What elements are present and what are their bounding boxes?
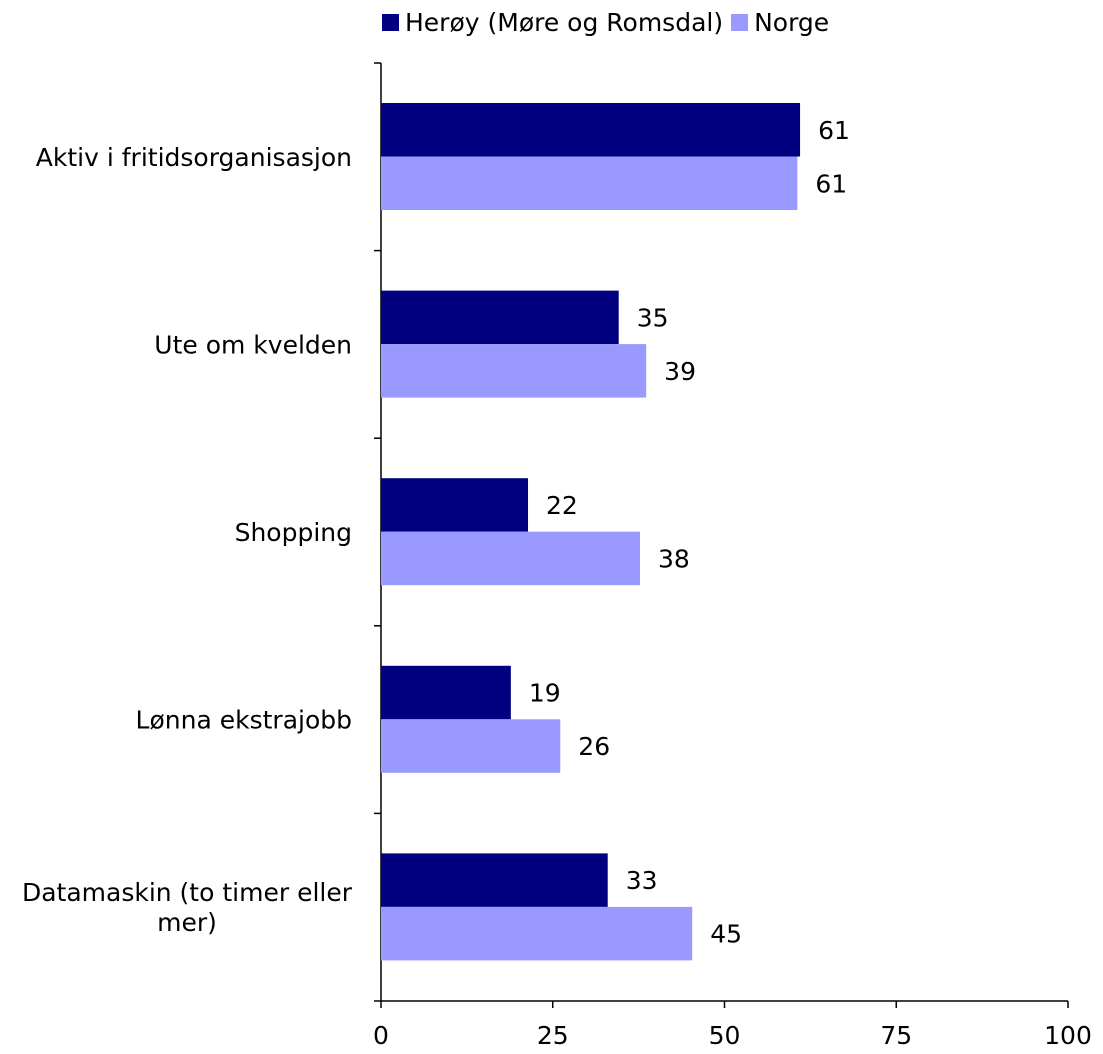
bar-heroy (381, 853, 608, 907)
category-label: Aktiv i fritidsorganisasjon (36, 143, 352, 172)
bar-norge (381, 344, 647, 398)
x-tick-label: 25 (537, 1021, 569, 1050)
legend-label-norge: Norge (754, 7, 830, 37)
data-label-heroy: 33 (626, 866, 658, 895)
data-label-heroy: 61 (818, 116, 850, 145)
data-label-heroy: 19 (529, 679, 561, 708)
data-label-heroy: 22 (546, 491, 578, 520)
bar-heroy (381, 103, 801, 157)
bar-norge (381, 531, 640, 586)
x-tick-label: 0 (373, 1021, 389, 1050)
data-label-norge: 38 (658, 544, 690, 573)
category-label: Lønna ekstrajobb (136, 706, 352, 735)
category-label: Ute om kvelden (154, 330, 352, 359)
bar-norge (381, 906, 693, 961)
legend-swatch-norge (731, 13, 749, 31)
x-tick-label: 100 (1044, 1021, 1092, 1050)
bar-norge (381, 719, 561, 773)
legend-swatch-heroy (382, 13, 399, 31)
bar-heroy (381, 478, 529, 532)
bar-heroy (381, 290, 619, 345)
legend-item-heroy: Herøy (Møre og Romsdal) (382, 8, 723, 37)
legend-item-norge: Norge (731, 8, 829, 37)
bar-heroy (381, 665, 511, 720)
data-label-norge: 26 (578, 732, 610, 761)
bar-norge (381, 156, 798, 210)
category-label: Shopping (235, 518, 352, 547)
legend-label-heroy: Herøy (Møre og Romsdal) (405, 7, 724, 37)
x-tick-label: 50 (709, 1021, 741, 1050)
data-label-norge: 39 (664, 357, 696, 386)
legend: Herøy (Møre og Romsdal) Norge (382, 6, 837, 38)
data-label-norge: 61 (815, 169, 847, 198)
data-label-norge: 45 (710, 920, 742, 949)
category-label: Datamaskin (to timer eller mer) (22, 878, 353, 937)
data-label-heroy: 35 (637, 303, 669, 332)
x-tick-label: 75 (880, 1021, 912, 1050)
